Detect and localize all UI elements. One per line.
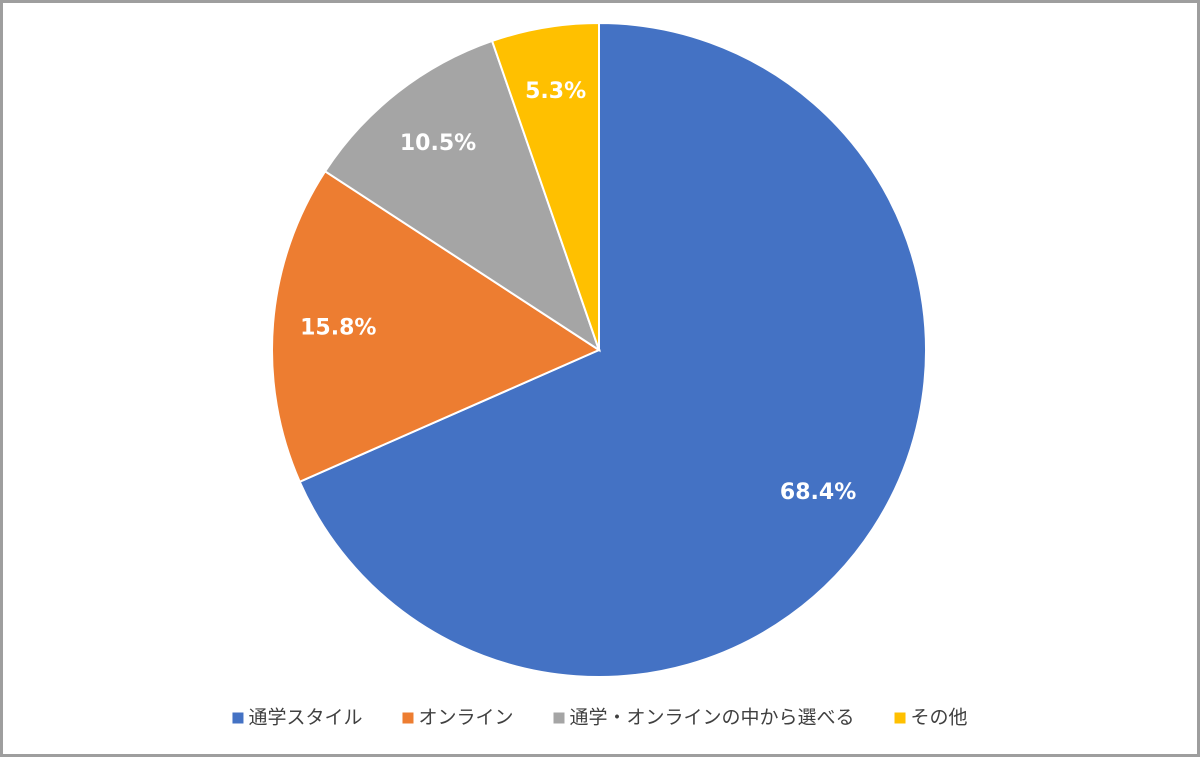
legend-label: 通学スタイル	[248, 707, 362, 729]
data-labels: 68.4% 15.8% 10.5% 5.3%	[300, 79, 856, 505]
legend-label: オンライン	[418, 707, 513, 729]
legend-marker	[553, 712, 565, 724]
data-label: 5.3%	[525, 79, 586, 104]
legend-label: その他	[911, 707, 968, 729]
legend-marker	[402, 712, 414, 724]
pie	[271, 21, 927, 678]
pie-slice	[271, 169, 602, 484]
pie-slice	[490, 21, 600, 351]
legend-label: 通学・オンラインの中から選べる	[570, 707, 855, 729]
legend: 通学スタイル オンライン 通学・オンラインの中から選べる その他	[232, 707, 968, 729]
legend-marker	[232, 712, 244, 724]
data-label: 68.4%	[780, 480, 856, 505]
data-label: 10.5%	[400, 131, 476, 156]
legend-marker	[894, 712, 906, 724]
data-label: 15.8%	[300, 316, 376, 341]
pie-slice	[298, 21, 927, 678]
pie-slice	[323, 39, 601, 353]
